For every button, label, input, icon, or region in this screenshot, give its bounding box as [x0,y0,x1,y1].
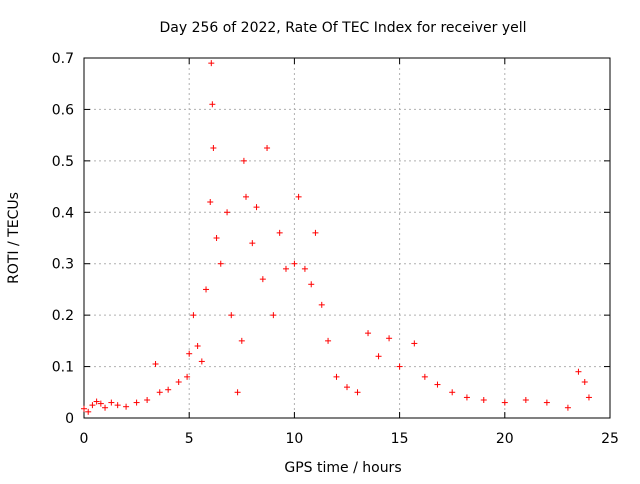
data-point [375,353,382,360]
x-tick-label: 0 [80,431,89,447]
data-point [522,397,529,403]
y-tick-label: 0.7 [52,51,74,67]
tick-labels: 0 5 10 15 20 25 0 0.1 0.2 0.3 0.4 0.5 0.6 0.7 [52,51,619,447]
data-point [396,363,403,370]
data-point [240,157,247,164]
data-point [421,373,428,380]
data-point [301,265,308,272]
data-point [198,358,205,365]
data-point [501,399,508,406]
data-point [585,394,592,401]
data-point [480,397,487,403]
data-point [581,379,588,385]
data-point [81,405,87,412]
y-tick-label: 0.5 [52,154,74,170]
x-axis-label: GPS time / hours [284,460,401,476]
plot-frame [83,57,611,419]
y-tick-label: 0 [65,411,74,427]
data-point [156,389,163,396]
data-point [133,399,140,406]
data-point [386,335,393,342]
data-point [203,286,210,293]
data-point [194,343,201,349]
data-point [228,312,235,319]
data-point [411,340,418,347]
data-point [291,260,298,267]
data-point [210,145,217,151]
data-point [175,379,182,385]
data-point [186,350,193,357]
data-point [449,389,456,396]
plot-area: 0 5 10 15 20 25 0 0.1 0.2 0.3 0.4 0.5 0.6 0.7 [52,51,619,447]
data-point [575,368,582,375]
data-point [270,312,277,319]
data-point [333,373,340,380]
data-point [144,397,151,403]
data-point [208,60,215,67]
data-point [253,204,260,211]
data-point [152,361,159,367]
data-point [93,398,100,405]
data-point [312,229,319,236]
data-point [325,337,332,344]
data-point [85,408,92,415]
x-tick-label: 20 [496,431,514,447]
data-point [207,199,214,205]
data-point [114,402,121,409]
data-point [344,384,350,391]
data-point [543,399,550,406]
x-tick-label: 15 [391,431,409,447]
data-point [276,229,283,236]
data-point [282,265,289,272]
data-point [209,101,216,108]
data-point [184,373,191,380]
y-tick-label: 0.1 [52,360,74,376]
data-point [97,400,104,407]
y-tick-label: 0.3 [52,257,74,273]
data-point [89,402,96,409]
data-point [564,404,571,411]
data-points [81,60,592,415]
ticks [83,57,611,419]
data-point [243,193,250,200]
data-point [249,240,256,247]
data-point [217,260,224,267]
data-point [318,301,325,308]
data-point [224,209,231,216]
data-point [102,404,109,411]
data-point [213,235,220,241]
data-point [264,145,271,151]
y-tick-label: 0.2 [52,308,74,324]
x-tick-label: 25 [601,431,619,447]
data-point [108,399,115,406]
data-point [234,389,241,396]
data-point [259,276,266,283]
x-tick-label: 10 [285,431,303,447]
gridlines [84,58,610,418]
data-point [190,312,197,319]
data-point [365,330,372,337]
data-point [165,386,172,393]
data-point [238,337,245,344]
data-point [308,281,315,288]
data-point [434,381,441,388]
chart-title: Day 256 of 2022, Rate Of TEC Index for r… [159,20,526,36]
data-point [295,193,302,200]
x-tick-label: 5 [185,431,194,447]
data-point [463,394,470,401]
y-axis-label: ROTI / TECUs [6,192,22,284]
data-point [123,403,130,410]
data-point [354,389,361,396]
y-tick-label: 0.4 [52,205,74,221]
y-tick-label: 0.6 [52,102,74,118]
